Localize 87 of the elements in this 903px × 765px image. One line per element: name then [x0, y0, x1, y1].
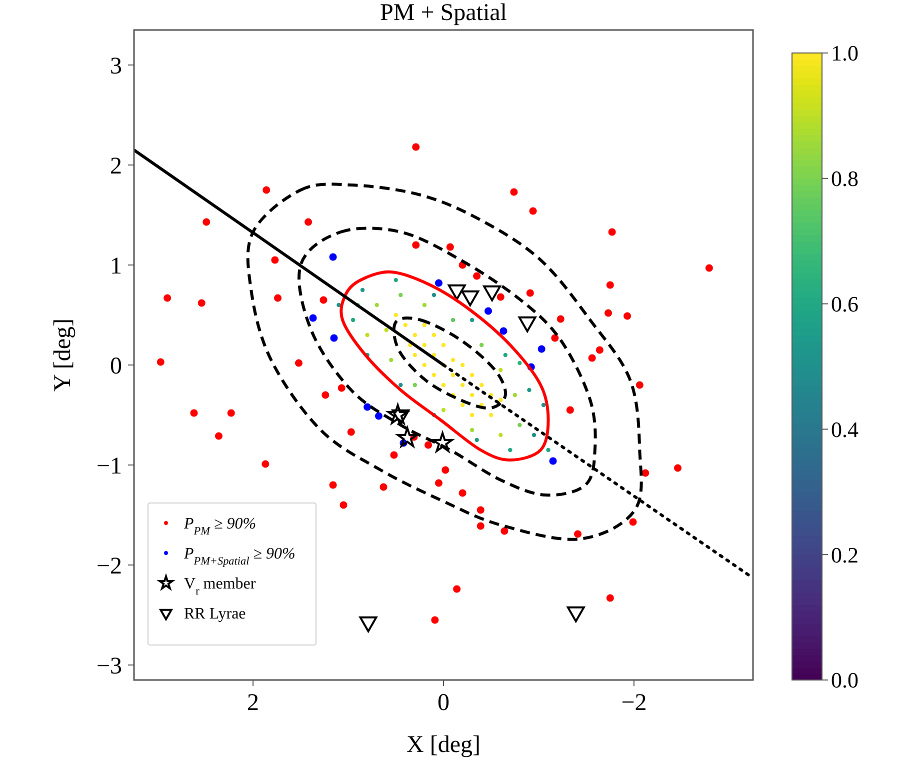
y-tick-label: 0	[110, 353, 122, 380]
point	[476, 506, 484, 514]
point	[320, 296, 328, 304]
point	[476, 522, 484, 530]
point	[496, 293, 504, 301]
y-tick-label: −3	[96, 653, 122, 680]
point	[624, 312, 632, 320]
color-bar-label: 0.0	[831, 668, 858, 693]
point	[412, 241, 420, 249]
point	[424, 441, 432, 449]
point	[442, 466, 450, 474]
point	[484, 307, 492, 315]
y-tick-label: 3	[110, 53, 122, 80]
legend-label: V$_{r}$ member	[184, 576, 256, 598]
point	[556, 315, 564, 323]
point	[526, 289, 534, 297]
point	[198, 299, 206, 307]
point	[156, 358, 164, 366]
legend-label: P$_{PM}$ ≥ 90%	[183, 516, 256, 538]
x-axis-title: X [deg]	[406, 732, 480, 758]
point	[642, 469, 650, 477]
point	[538, 345, 546, 353]
point	[566, 406, 574, 414]
point	[309, 314, 317, 322]
point	[574, 530, 582, 538]
point	[338, 384, 346, 392]
point	[453, 585, 461, 593]
point	[606, 594, 614, 602]
point	[434, 479, 443, 487]
y-tick-label: −1	[96, 453, 122, 480]
point	[262, 460, 270, 468]
point	[374, 412, 383, 420]
point	[705, 264, 713, 272]
point	[510, 188, 518, 196]
point	[431, 616, 439, 624]
point	[434, 279, 443, 287]
point	[500, 327, 508, 335]
point	[322, 391, 330, 399]
point	[329, 481, 337, 489]
y-tick-label: −2	[96, 553, 122, 580]
point	[164, 294, 172, 302]
point	[604, 309, 612, 317]
y-tick-label: 2	[110, 153, 122, 180]
color-bar-label: 0.2	[831, 542, 858, 568]
point	[551, 334, 559, 342]
point	[262, 186, 270, 194]
point	[458, 489, 466, 497]
point	[330, 334, 338, 342]
point	[606, 281, 614, 289]
point	[304, 218, 312, 226]
chart-title: PM + Spatial	[380, 0, 508, 26]
point	[214, 432, 223, 440]
point	[500, 527, 508, 535]
point	[549, 457, 557, 465]
point	[202, 218, 210, 226]
y-tick-label: 1	[110, 253, 122, 280]
point	[446, 243, 454, 251]
point	[629, 518, 637, 526]
color-bar-label: 0.8	[831, 166, 858, 192]
point	[340, 501, 348, 509]
legend-label: RR Lyrae	[184, 606, 246, 623]
x-tick-label: 2	[247, 690, 260, 716]
point	[364, 403, 372, 411]
point	[347, 428, 355, 436]
point	[329, 253, 337, 261]
point	[608, 228, 616, 236]
x-tick-label: 0	[438, 690, 450, 716]
x-tick-label: −2	[621, 690, 647, 716]
point	[412, 143, 420, 151]
y-axis-title: Y [deg]	[50, 318, 76, 392]
point	[380, 483, 388, 491]
point	[529, 207, 537, 215]
point	[674, 464, 682, 472]
color-bar-label: 0.6	[831, 292, 858, 316]
point	[596, 346, 604, 354]
point	[190, 409, 198, 417]
point	[473, 272, 481, 280]
legend-label: P$_{PM+Spatial}$ ≥ 90%	[183, 546, 296, 568]
point	[294, 359, 303, 367]
point	[390, 451, 398, 459]
point	[271, 256, 279, 264]
point	[588, 354, 596, 362]
color-bar-label: 1.0	[831, 40, 858, 66]
point	[227, 409, 235, 417]
color-bar-label: 0.4	[831, 416, 858, 442]
point	[274, 294, 282, 302]
point	[636, 381, 644, 389]
